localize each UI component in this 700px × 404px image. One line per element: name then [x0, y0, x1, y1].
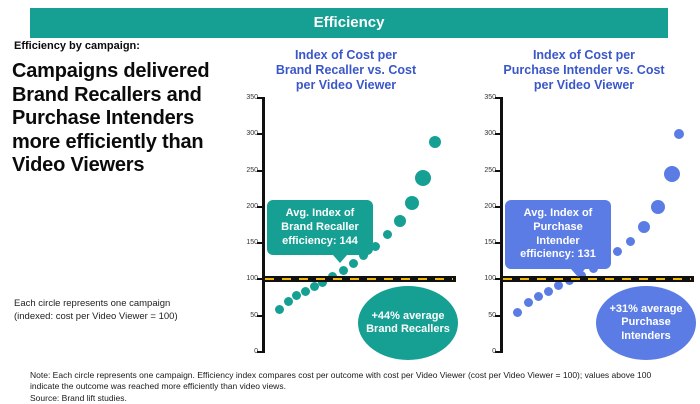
y-tick-label: 50	[488, 311, 496, 319]
lift-badge: +31% average Purchase Intenders	[596, 286, 696, 360]
y-tick-mark	[495, 169, 503, 172]
campaign-dot	[638, 221, 651, 234]
campaign-dot	[359, 250, 369, 260]
y-tick-label: 100	[246, 275, 258, 283]
y-tick-label: 50	[250, 311, 258, 319]
campaign-dot	[292, 290, 302, 300]
y-tick-mark	[495, 351, 503, 353]
campaign-dot	[673, 129, 684, 140]
legend-caption-line2: (indexed: cost per Video Viewer = 100)	[14, 310, 178, 322]
banner-title: Efficiency	[313, 14, 385, 31]
y-tick-mark	[257, 351, 265, 353]
campaign-dot	[544, 286, 554, 296]
footnote-line1: Note: Each circle represents one campaig…	[30, 370, 652, 392]
y-tick-mark	[495, 242, 503, 245]
lift-badge-text: +31% average Purchase Intenders	[609, 303, 683, 342]
campaign-dot	[393, 215, 406, 228]
avg-index-callout-text: Avg. Index of Brand Recaller efficiency:…	[281, 207, 359, 247]
y-tick-label: 250	[246, 166, 258, 174]
campaign-dot	[415, 169, 432, 186]
footnote-line2: Source: Brand lift studies.	[30, 392, 127, 403]
y-tick-mark	[257, 205, 265, 208]
campaign-dot	[371, 241, 381, 251]
avg-index-callout: Avg. Index of Brand Recaller efficiency:…	[267, 200, 373, 264]
baseline-dashes	[503, 278, 691, 281]
y-tick-mark	[495, 314, 503, 317]
campaign-dot	[612, 247, 622, 257]
y-tick-mark	[257, 278, 265, 281]
campaign-dot	[651, 199, 666, 214]
y-tick-mark	[257, 133, 265, 136]
y-tick-label: 300	[484, 130, 496, 138]
y-tick-mark	[257, 314, 265, 317]
y-tick-mark	[495, 205, 503, 208]
panel-header: Index of Cost per Purchase Intender vs. …	[470, 48, 698, 92]
y-tick-label: 0	[476, 348, 496, 355]
left-column: Efficiency by campaign: Campaigns delive…	[12, 40, 224, 340]
avg-index-callout: Avg. Index of Purchase Intender efficien…	[505, 200, 611, 277]
legend-caption: Each circle represents one campaign (ind…	[14, 298, 178, 324]
campaign-dot	[626, 237, 636, 247]
y-tick-mark	[495, 133, 503, 136]
y-tick-label: 350	[246, 94, 258, 101]
avg-index-callout-text: Avg. Index of Purchase Intender efficien…	[520, 207, 596, 261]
campaign-dot	[523, 298, 533, 308]
lift-badge: +44% average Brand Recallers	[358, 286, 458, 360]
banner: Efficiency	[30, 8, 668, 38]
panel-header-line: Purchase Intender vs. Cost	[503, 62, 665, 77]
panel-header-line: Brand Recaller vs. Cost	[275, 62, 417, 77]
campaign-dot	[533, 292, 543, 302]
callout-arrow-icon	[570, 269, 585, 277]
campaign-dot	[300, 286, 310, 296]
y-tick-label: 200	[484, 202, 496, 210]
baseline-road	[262, 276, 456, 283]
plot-area: Avg. Index of Purchase Intender efficien…	[484, 94, 694, 355]
y-tick-mark	[257, 169, 265, 172]
campaign-dot	[404, 196, 419, 211]
panel-header-line: per Video Viewer	[295, 77, 397, 92]
campaign-dot	[309, 282, 319, 292]
campaign-dot	[383, 229, 393, 239]
y-tick-label: 300	[246, 130, 258, 138]
y-tick-label: 250	[484, 166, 496, 174]
legend-caption-line1: Each circle represents one campaign	[14, 298, 171, 309]
baseline-road	[500, 276, 694, 283]
campaign-dot	[338, 266, 348, 276]
lift-badge-text: +44% average Brand Recallers	[366, 309, 450, 335]
y-tick-label: 150	[484, 239, 496, 247]
campaign-dot	[275, 305, 285, 315]
y-tick-label: 200	[246, 202, 258, 210]
campaign-dot	[283, 296, 293, 306]
footnote: Note: Each circle represents one campaig…	[30, 370, 664, 404]
plot-area: Avg. Index of Brand Recaller efficiency:…	[246, 94, 456, 355]
brand-recaller-panel: Index of Cost per Brand Recaller vs. Cos…	[232, 48, 460, 364]
campaign-dot	[513, 307, 523, 317]
y-tick-label: 0	[238, 348, 258, 355]
campaign-dot	[663, 166, 680, 183]
y-tick-mark	[495, 97, 503, 99]
y-tick-label: 100	[484, 275, 496, 283]
campaign-dot	[348, 258, 358, 268]
callout-arrow-icon	[332, 255, 347, 264]
y-tick-mark	[257, 242, 265, 245]
y-tick-mark	[495, 278, 503, 281]
campaign-dot	[429, 135, 442, 148]
panel-header-line: Index of Cost per	[532, 48, 636, 62]
kicker: Efficiency by campaign:	[14, 40, 140, 52]
y-tick-label: 350	[484, 94, 496, 101]
baseline-dashes	[265, 278, 453, 281]
headline: Campaigns delivered Brand Recallers and …	[12, 60, 210, 177]
y-tick-mark	[257, 97, 265, 99]
y-tick-label: 150	[246, 239, 258, 247]
panel-header: Index of Cost per Brand Recaller vs. Cos…	[232, 48, 460, 92]
purchase-intender-panel: Index of Cost per Purchase Intender vs. …	[470, 48, 698, 364]
panel-header-line: Index of Cost per	[294, 48, 398, 62]
panel-header-line: per Video Viewer	[533, 77, 635, 92]
campaign-dot	[554, 281, 564, 291]
